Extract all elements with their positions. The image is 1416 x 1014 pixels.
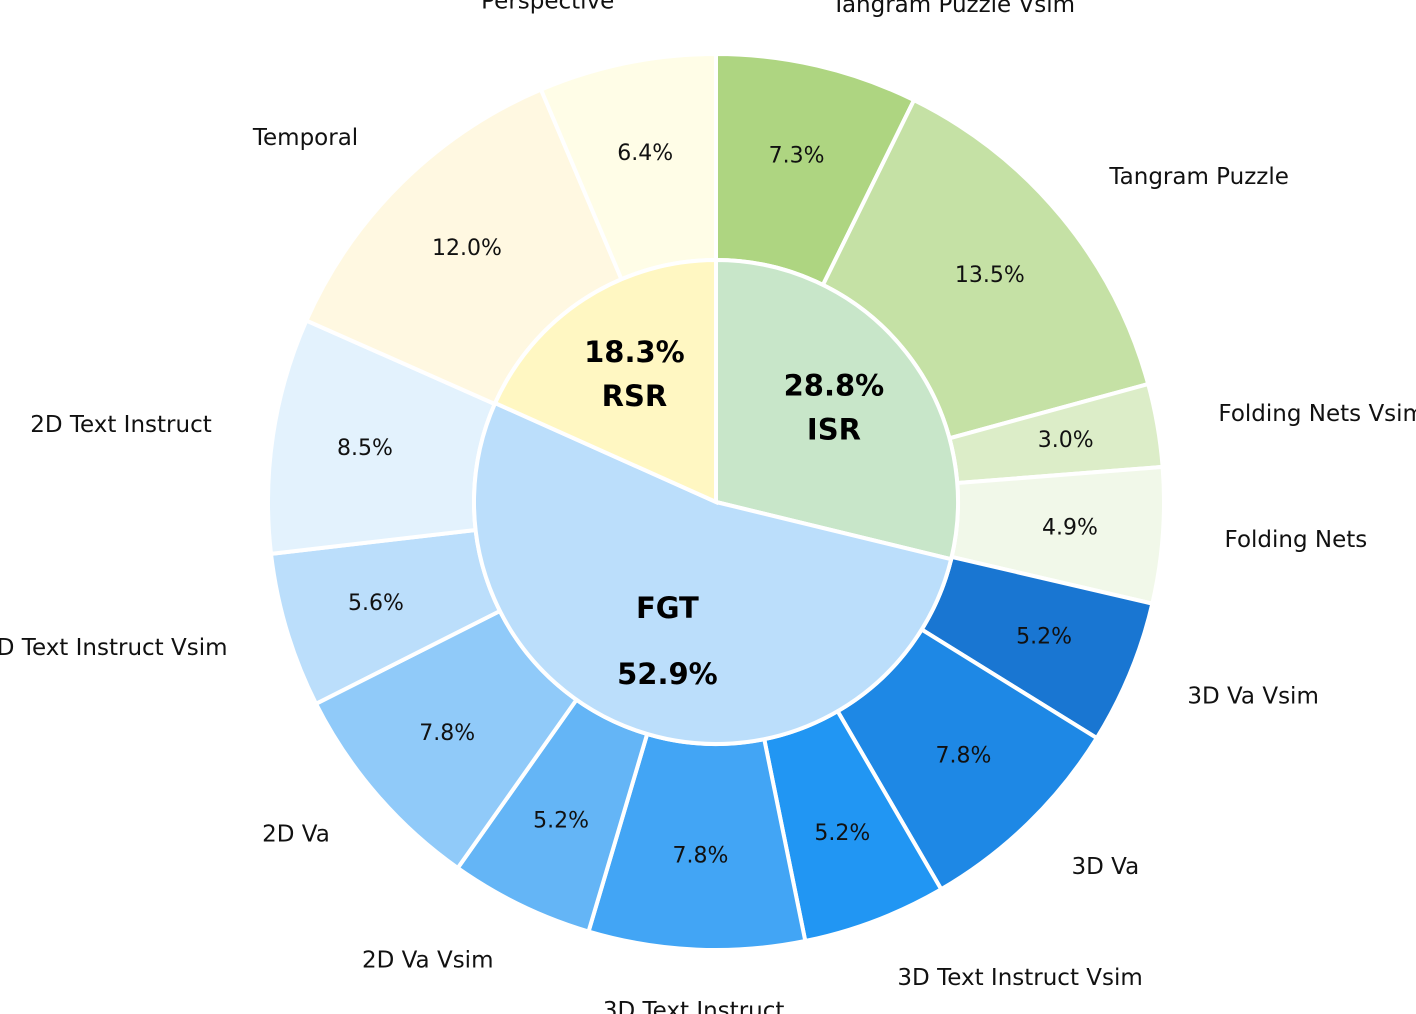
inner-label-rsr: RSR [602,379,668,413]
slice-percent-2d-text-instruct: 8.5% [337,436,393,461]
slice-label-tangram-puzzle: Tangram Puzzle [1108,164,1289,190]
slice-label-perspective: Perspective [481,0,614,15]
slice-label-folding-nets: Folding Nets [1225,527,1368,553]
inner-percent-rsr: 18.3% [584,335,685,369]
slice-label-tangram-puzzle-vsim: Tangram Puzzle Vsim [831,0,1075,18]
slice-percent-temporal: 12.0% [432,236,502,261]
slice-label-2d-text-instruct-vsim: 2D Text Instruct Vsim [0,635,228,661]
slice-label-2d-va: 2D Va [262,822,330,848]
inner-percent-isr: 28.8% [784,368,885,402]
slice-percent-2d-va-vsim: 5.2% [533,808,589,833]
inner-slice-isr [714,257,960,562]
slice-percent-2d-text-instruct-vsim: 5.6% [348,591,404,616]
slice-percent-folding-nets: 4.9% [1042,516,1098,541]
slice-percent-3d-text-instruct: 7.8% [672,844,728,869]
slice-label-2d-va-vsim: 2D Va Vsim [362,947,494,973]
slice-percent-3d-va: 7.8% [936,744,992,769]
inner-label-fgt: FGT [636,591,699,625]
slice-label-3d-va-vsim: 3D Va Vsim [1187,683,1319,709]
inner-label-isr: ISR [807,412,861,446]
slice-percent-folding-nets-vsim: 3.0% [1038,428,1094,453]
slice-percent-3d-va-vsim: 5.2% [1016,625,1072,650]
slice-label-2d-text-instruct: 2D Text Instruct [30,412,212,438]
slice-percent-2d-va: 7.8% [419,721,475,746]
slice-percent-perspective: 6.4% [617,141,673,166]
inner-percent-fgt: 52.9% [617,657,718,691]
inner-slice-rsr [492,257,718,506]
inner-slice-fgt [472,400,954,746]
slice-label-temporal: Temporal [252,125,358,151]
slice-percent-tangram-puzzle-vsim: 7.3% [769,143,825,168]
slice-label-3d-va: 3D Va [1072,854,1140,880]
outer-ring [266,51,1166,952]
slice-label-folding-nets-vsim: Folding Nets Vsim [1218,401,1416,427]
slice-percent-tangram-puzzle: 13.5% [955,263,1025,288]
slice-label-3d-text-instruct-vsim: 3D Text Instruct Vsim [897,965,1142,991]
inner-ring [472,257,960,746]
slice-percent-3d-text-instruct-vsim: 5.2% [814,821,870,846]
slice-label-3d-text-instruct: 3D Text Instruct [603,998,785,1014]
